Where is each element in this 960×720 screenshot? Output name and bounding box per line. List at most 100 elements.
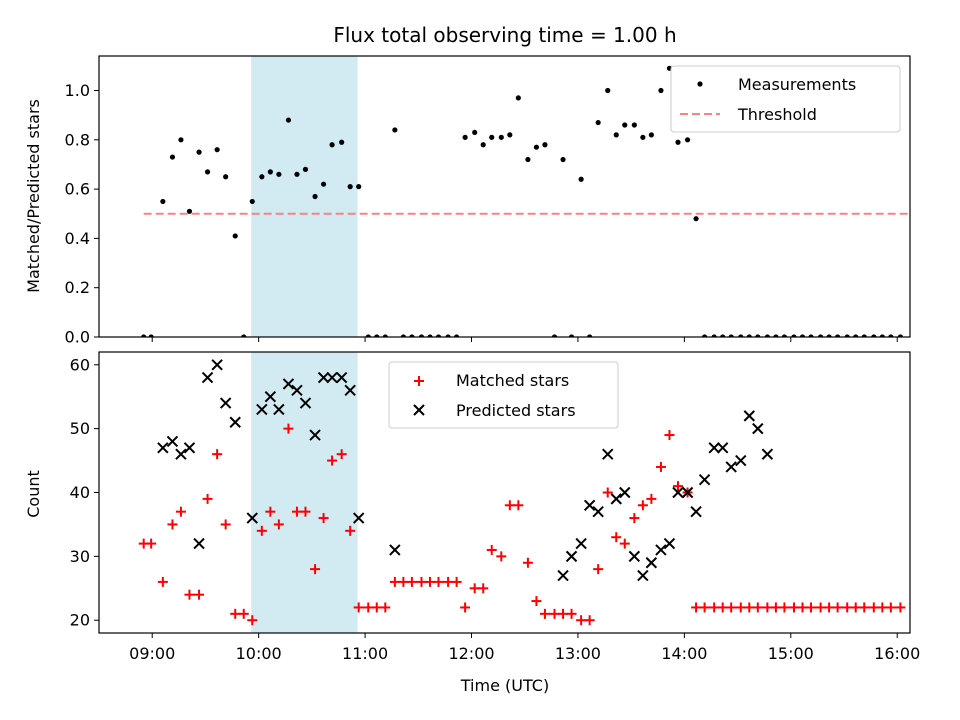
measurement-point <box>160 198 166 205</box>
measurement-point <box>232 233 238 239</box>
predicted-star-marker <box>246 512 258 524</box>
measurement-point <box>400 334 406 337</box>
bottom-data-layer <box>138 359 906 626</box>
measurement-point <box>365 334 371 337</box>
top-data-layer <box>141 65 908 337</box>
matched-star-marker <box>850 602 861 613</box>
measurement-point <box>648 132 654 138</box>
predicted-star-marker <box>219 397 232 409</box>
matched-star-marker <box>371 602 382 613</box>
matched-star-marker <box>247 615 258 626</box>
bottom-y-tick-label: 50 <box>70 419 90 438</box>
predicted-star-marker <box>299 397 312 409</box>
matched-star-marker <box>265 506 276 517</box>
measurement-point <box>844 334 850 337</box>
matched-star-marker <box>406 576 417 587</box>
predicted-star-marker <box>557 569 569 582</box>
matched-star-marker <box>363 602 374 613</box>
matched-star-marker <box>318 513 329 524</box>
matched-star-marker <box>212 449 223 460</box>
bottom-y-tick-label: 40 <box>70 483 90 502</box>
matched-star-marker <box>380 602 391 613</box>
measurement-point <box>382 334 388 337</box>
matched-star-marker <box>672 481 683 492</box>
matched-star-marker <box>300 506 311 517</box>
predicted-star-marker <box>166 435 179 448</box>
predicted-star-marker <box>352 512 365 524</box>
measurement-point <box>241 334 247 337</box>
measurement-point <box>196 149 202 155</box>
matched-star-marker <box>433 576 444 587</box>
measurement-point <box>339 139 345 145</box>
measurement-point <box>418 334 425 337</box>
matched-star-marker <box>539 608 550 619</box>
measurement-point <box>148 334 154 337</box>
measurement-point <box>746 334 752 337</box>
measurement-point <box>738 334 744 337</box>
legend-label-predicted: Predicted stars <box>456 401 576 420</box>
bottom-x-tick-label: 14:00 <box>661 644 707 663</box>
matched-star-marker <box>619 538 630 549</box>
measurement-point <box>675 139 681 145</box>
predicted-star-marker <box>282 378 295 390</box>
measurement-point <box>835 334 841 337</box>
top-y-tick-label: 0.8 <box>65 130 90 149</box>
measurement-point <box>861 334 867 337</box>
measurement-point <box>427 334 433 337</box>
matched-star-marker <box>230 608 241 619</box>
predicted-star-marker <box>602 448 614 460</box>
matched-star-marker <box>558 608 569 619</box>
predicted-star-marker <box>708 442 720 454</box>
matched-star-marker <box>175 506 186 517</box>
measurement-point <box>480 142 486 148</box>
bottom-x-tick-label: 10:00 <box>236 644 282 663</box>
matched-star-marker <box>611 532 622 543</box>
x-axis-label: Time (UTC) <box>460 676 549 695</box>
measurement-point <box>542 142 548 148</box>
measurement-point <box>186 208 193 214</box>
predicted-star-marker <box>725 461 737 473</box>
predicted-star-marker <box>610 493 622 505</box>
measurement-point <box>720 334 726 337</box>
matched-star-marker <box>416 576 427 587</box>
measurement-point <box>658 87 664 94</box>
measurement-point <box>879 334 885 337</box>
chart-title: Flux total observing time = 1.00 h <box>333 23 676 47</box>
legend-predicted-icon <box>413 404 425 416</box>
measurement-point <box>897 334 904 337</box>
matched-star-marker <box>655 461 666 472</box>
measurement-point <box>507 132 513 138</box>
measurement-point <box>799 334 806 337</box>
matched-star-marker <box>770 602 781 613</box>
bottom-y-tick-label: 30 <box>70 547 90 566</box>
measurement-point <box>259 174 265 180</box>
matched-star-marker <box>389 576 400 587</box>
bottom-y-tick-label: 60 <box>70 355 90 374</box>
bottom-legend: Matched stars Predicted stars <box>388 361 619 429</box>
bottom-x-tick-label: 09:00 <box>129 644 175 663</box>
bottom-x-tick-label: 12:00 <box>448 644 494 663</box>
measurement-point <box>294 171 300 177</box>
matched-star-marker <box>797 602 808 613</box>
matched-star-marker <box>895 602 906 613</box>
matched-star-marker <box>345 525 356 536</box>
measurement-point <box>525 156 531 163</box>
matched-star-marker <box>283 423 294 434</box>
matched-star-marker <box>291 506 302 517</box>
matched-star-marker <box>220 519 231 530</box>
measurement-point <box>435 334 442 337</box>
predicted-star-marker <box>565 550 578 563</box>
bottom-y-axis-label: Count <box>24 470 43 518</box>
matched-star-marker <box>496 551 507 562</box>
measurement-point <box>888 334 894 337</box>
matched-star-marker <box>513 500 524 511</box>
matched-star-marker <box>885 602 896 613</box>
predicted-star-marker <box>752 422 764 435</box>
matched-star-marker <box>327 455 338 466</box>
measurement-point <box>374 334 380 337</box>
legend-matched-icon <box>414 376 424 386</box>
matched-star-marker <box>353 602 364 613</box>
measurement-point <box>551 334 558 337</box>
predicted-star-marker <box>309 429 321 441</box>
